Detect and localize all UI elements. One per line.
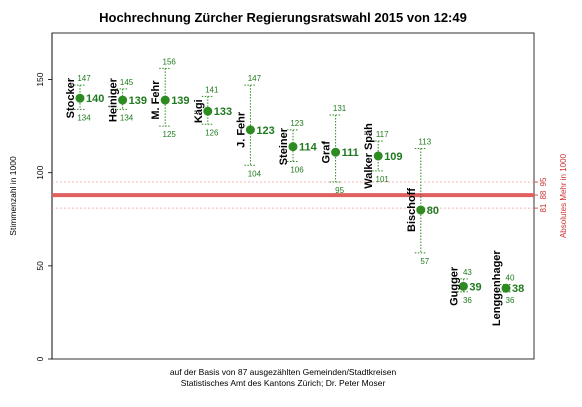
candidate: 80 113 57 Bischoff: [406, 137, 439, 265]
data-point: [118, 95, 128, 105]
value-label: 80: [427, 205, 439, 217]
lower-bound-label: 126: [205, 128, 219, 137]
data-point: [160, 95, 170, 105]
y-tick-label: 50: [35, 261, 45, 271]
upper-bound-label: 147: [77, 74, 91, 83]
candidate-name: Gugger: [448, 266, 460, 306]
right-tick-label: 81: [539, 203, 548, 212]
lower-bound-label: 134: [77, 113, 91, 122]
lower-bound-label: 36: [506, 296, 515, 305]
lower-bound-label: 36: [463, 296, 472, 305]
y-tick-label: 0: [35, 356, 45, 361]
caption-line-1: auf der Basis von 87 ausgezählten Gemein…: [170, 367, 397, 377]
data-point: [331, 147, 341, 157]
upper-bound-label: 141: [205, 85, 219, 94]
candidate-name: Heiniger: [108, 77, 120, 122]
upper-bound-label: 123: [290, 119, 304, 128]
candidate-name: Lenggenhager: [491, 250, 503, 327]
value-label: 114: [299, 142, 318, 154]
right-tick-label: 88: [539, 190, 548, 199]
candidate-name: M. Fehr: [150, 80, 162, 120]
right-axis-label: Absolutes Mehr in 1000: [559, 153, 568, 238]
value-label: 139: [171, 95, 189, 107]
right-tick-label: 95: [539, 177, 548, 186]
right-axis: 81 88 95: [534, 177, 548, 213]
lower-bound-label: 104: [248, 169, 262, 178]
value-label: 111: [342, 147, 359, 159]
candidate-name: Graf: [321, 141, 333, 164]
data-point: [288, 142, 298, 152]
lower-bound-label: 95: [335, 186, 344, 195]
candidate-name: Kägi: [193, 99, 205, 123]
data-point: [373, 151, 383, 161]
y-tick-label: 100: [35, 165, 45, 179]
value-label: 140: [86, 93, 104, 105]
value-label: 39: [469, 281, 481, 293]
data-point: [458, 281, 468, 291]
data-point: [75, 93, 85, 103]
caption-line-2: Statistisches Amt des Kantons Zürich; Dr…: [181, 378, 386, 388]
candidate: 139 156 125 M. Fehr: [150, 57, 189, 139]
candidate-name: Steiner: [278, 127, 290, 165]
candidate-name: Stocker: [65, 77, 77, 118]
lower-bound-label: 125: [163, 130, 177, 139]
upper-bound-label: 156: [163, 57, 177, 66]
data-point: [203, 106, 213, 116]
candidate: 123 147 104 J. Fehr: [235, 74, 274, 178]
upper-bound-label: 117: [376, 130, 389, 139]
candidate: 111 131 95 Graf: [321, 104, 359, 195]
upper-bound-label: 43: [463, 268, 472, 277]
upper-bound-label: 131: [333, 104, 347, 113]
value-label: 139: [129, 95, 147, 107]
data-point: [245, 125, 255, 135]
lower-bound-label: 134: [120, 113, 134, 122]
value-label: 109: [384, 151, 402, 163]
y-tick-label: 150: [35, 72, 45, 86]
candidate-name: Walker Späh: [363, 123, 375, 189]
lower-bound-label: 57: [420, 257, 429, 266]
lower-bound-label: 101: [376, 175, 390, 184]
upper-bound-label: 145: [120, 78, 134, 87]
upper-bound-label: 147: [248, 74, 262, 83]
value-label: 38: [512, 283, 524, 295]
absolutes-mehr-group: [52, 181, 534, 209]
y-axis: 0 50 100 150: [35, 33, 53, 361]
value-label: 123: [256, 125, 274, 137]
y-axis-label: Stimmenzahl in 1000: [8, 156, 18, 236]
lower-bound-label: 106: [290, 166, 304, 175]
upper-bound-label: 40: [506, 273, 515, 282]
candidate-name: J. Fehr: [235, 111, 247, 148]
upper-bound-label: 113: [418, 137, 431, 146]
chart-title: Hochrechnung Zürcher Regierungsratswahl …: [99, 10, 467, 25]
data-point: [501, 283, 511, 293]
candidate-name: Bischoff: [406, 188, 418, 232]
value-label: 133: [214, 106, 232, 118]
data-point: [416, 205, 426, 215]
